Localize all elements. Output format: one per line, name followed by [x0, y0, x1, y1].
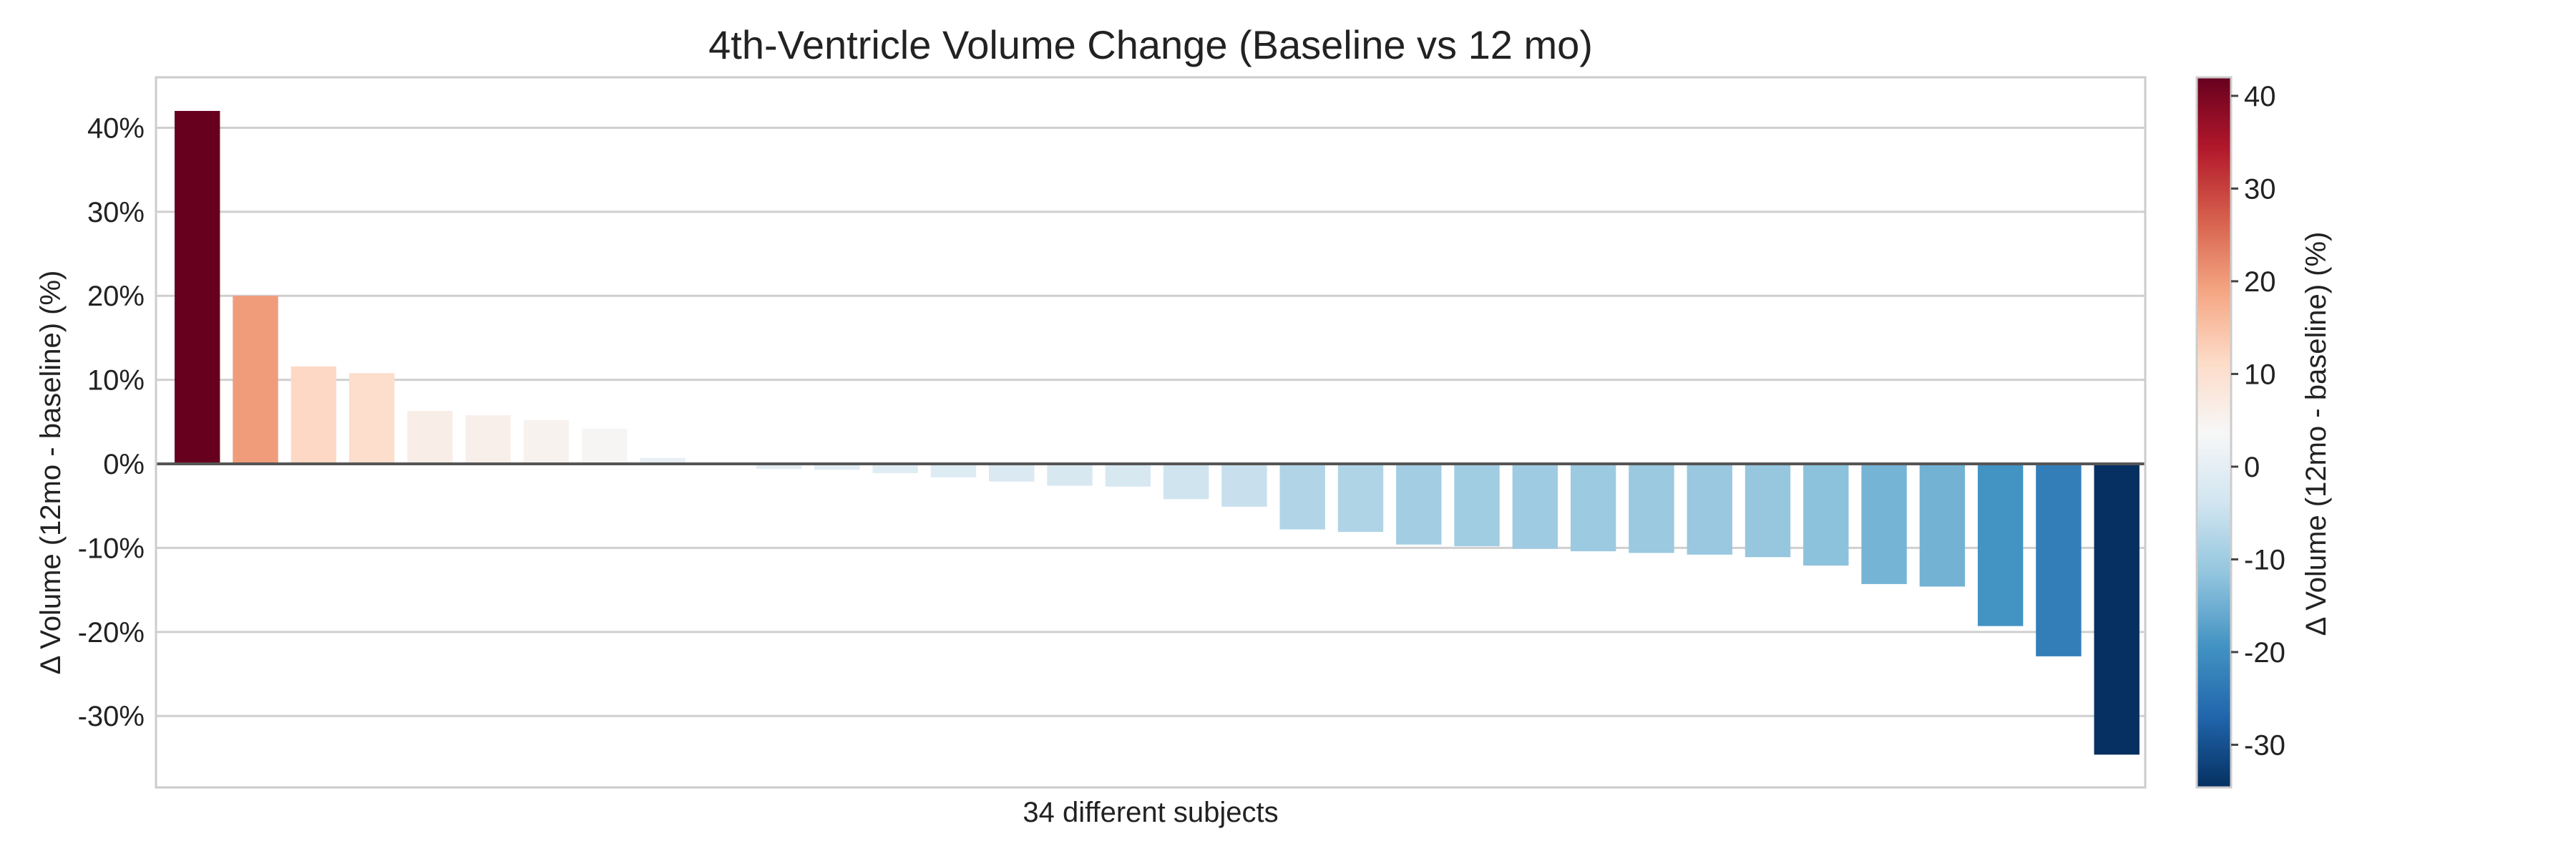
- y-tick-labels: 40% 30% 20% 10% 0% -10% -20% -30%: [78, 112, 145, 732]
- y-gridlines: [156, 126, 2145, 717]
- colorbar-label: Δ Volume (12mo - baseline) (%): [2301, 232, 2332, 636]
- bar: [582, 428, 628, 465]
- bar: [1803, 464, 1849, 566]
- y-tick-label: 30%: [87, 197, 145, 228]
- bar: [1454, 464, 1500, 547]
- bar: [1221, 464, 1267, 507]
- colorbar-frame: [2195, 76, 2233, 789]
- y-axis-label: Δ Volume (12mo - baseline) (%): [35, 271, 67, 675]
- colorbar-ticks: 40 30 20 10 0 -10 -20 -30: [2231, 81, 2285, 761]
- bar: [1977, 464, 2024, 626]
- bar: [1919, 464, 1966, 587]
- bar: [348, 373, 395, 465]
- bar: [1396, 464, 1442, 545]
- y-tick-label: 0%: [103, 449, 145, 480]
- x-axis-label: 34 different subjects: [1023, 797, 1278, 828]
- colorbar-tick-label: 20: [2244, 266, 2276, 298]
- bar: [872, 464, 918, 473]
- y-tick-label: 20%: [87, 281, 145, 312]
- bar: [1105, 464, 1151, 487]
- bar: [1861, 464, 1907, 584]
- bar: [2094, 464, 2140, 755]
- bar: [233, 296, 278, 465]
- bars: [175, 110, 2140, 755]
- colorbar-tick-label: 40: [2244, 81, 2276, 112]
- bar: [756, 464, 802, 470]
- bar: [1745, 464, 1791, 558]
- y-tick-label: -10%: [78, 533, 145, 564]
- colorbar-tick-label: 10: [2244, 359, 2276, 390]
- bar: [814, 464, 860, 470]
- colorbar-tick-label: -20: [2244, 637, 2285, 669]
- bar: [465, 414, 511, 465]
- y-tick-label: -20%: [78, 617, 145, 649]
- bar: [2036, 464, 2082, 656]
- bar: [523, 419, 570, 465]
- chart-title: 4th-Ventricle Volume Change (Baseline vs…: [708, 22, 1593, 67]
- bar: [291, 366, 336, 465]
- bar: [930, 464, 977, 477]
- bar: [407, 411, 453, 465]
- bar: [989, 464, 1035, 482]
- colorbar-tick-label: -30: [2244, 729, 2285, 761]
- bar: [1629, 464, 1674, 553]
- bar: [1279, 464, 1325, 530]
- bar: [1512, 464, 1558, 549]
- bar: [1337, 464, 1384, 533]
- colorbar-tick-label: 30: [2244, 173, 2276, 205]
- bar: [640, 457, 686, 465]
- plot-frame: [155, 76, 2147, 789]
- y-tick-label: -30%: [78, 701, 145, 732]
- bar: [175, 110, 220, 465]
- colorbar-tick-label: -10: [2244, 544, 2285, 576]
- colorbar: [2197, 77, 2231, 787]
- bar: [1163, 464, 1209, 500]
- colorbar-tick-label: 0: [2244, 452, 2260, 483]
- bar: [1047, 464, 1093, 486]
- bar: [1687, 464, 1732, 555]
- y-tick-label: 40%: [87, 112, 145, 144]
- y-tick-label: 10%: [87, 365, 145, 397]
- bar: [1570, 464, 1616, 552]
